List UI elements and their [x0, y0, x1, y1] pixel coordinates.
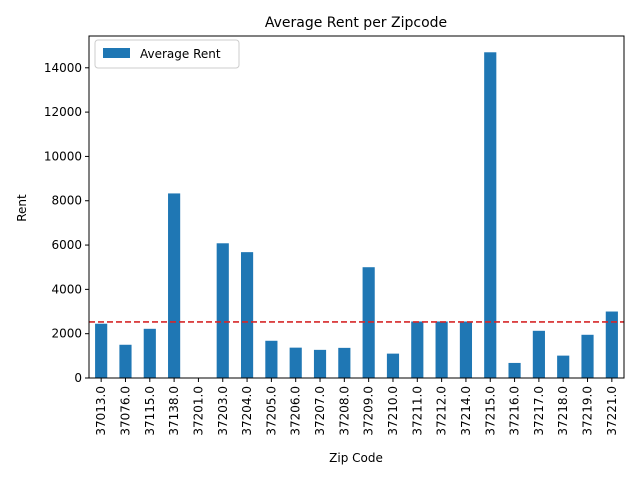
bars-group	[95, 52, 618, 379]
bar-37210.0	[386, 353, 400, 378]
bar-37206.0	[289, 347, 302, 378]
bar-37211.0	[411, 321, 424, 378]
x-tick-label: 37115.0	[143, 386, 157, 436]
bar-37219.0	[581, 334, 594, 378]
bar-37138.0	[168, 193, 181, 378]
legend: Average Rent	[94, 39, 240, 69]
x-tick-label: 37203.0	[216, 386, 230, 436]
bar-37218.0	[557, 355, 570, 378]
legend-label: Average Rent	[140, 47, 221, 61]
legend-swatch	[103, 48, 130, 58]
x-tick-label: 37013.0	[94, 386, 108, 436]
chart-title: Average Rent per Zipcode	[265, 15, 447, 31]
y-tick-label: 8000	[51, 194, 82, 208]
x-tick-label: 37214.0	[459, 386, 473, 436]
bar-37207.0	[313, 349, 327, 378]
bar-37204.0	[240, 252, 254, 378]
x-tick-label: 37204.0	[240, 386, 254, 436]
x-tick-label: 37212.0	[435, 386, 449, 436]
bar-37013.0	[95, 323, 108, 378]
x-tick-label: 37076.0	[118, 386, 132, 436]
y-tick-label: 4000	[51, 282, 82, 296]
x-tick-label: 37217.0	[532, 386, 546, 436]
x-tick-label: 37205.0	[264, 386, 278, 436]
y-axis-ticks: 0 2000 4000 6000 8000 10000 12000 14000	[44, 61, 89, 385]
legend-frame	[94, 39, 240, 69]
x-tick-label: 37211.0	[410, 386, 424, 436]
bar-37217.0	[532, 330, 545, 378]
plot-frame	[88, 35, 625, 379]
x-tick-label: 37215.0	[483, 386, 497, 436]
x-axis-ticks: 37013.0 37076.0 37115.0 37138.0 37201.0 37203…	[94, 378, 619, 436]
x-tick-label: 37221.0	[605, 386, 619, 436]
y-tick-label: 14000	[44, 61, 82, 75]
bar-37208.0	[338, 347, 351, 378]
bar-37205.0	[265, 340, 278, 378]
x-tick-label: 37209.0	[362, 386, 376, 436]
bar-37221.0	[605, 311, 618, 378]
y-tick-label: 6000	[51, 238, 82, 252]
x-axis-label: Zip Code	[329, 451, 383, 465]
x-tick-label: 37201.0	[191, 386, 205, 436]
y-tick-label: 10000	[44, 149, 82, 163]
x-tick-label: 37219.0	[581, 386, 595, 436]
x-tick-label: 37208.0	[337, 386, 351, 436]
bar-37214.0	[459, 321, 473, 378]
bar-37216.0	[508, 362, 521, 378]
x-tick-label: 37210.0	[386, 386, 400, 436]
x-tick-label: 37218.0	[556, 386, 570, 436]
x-tick-label: 37207.0	[313, 386, 327, 436]
y-tick-label: 0	[74, 371, 82, 385]
y-axis-label: Rent	[15, 194, 29, 222]
bar-37115.0	[143, 328, 156, 378]
x-tick-label: 37216.0	[508, 386, 522, 436]
bar-37212.0	[435, 321, 448, 378]
x-tick-label: 37206.0	[289, 386, 303, 436]
y-tick-label: 2000	[51, 327, 82, 341]
bar-37203.0	[216, 243, 229, 378]
y-tick-label: 12000	[44, 105, 82, 119]
bar-37076.0	[119, 344, 132, 378]
x-tick-label: 37138.0	[167, 386, 181, 436]
bar-37215.0	[484, 52, 497, 379]
